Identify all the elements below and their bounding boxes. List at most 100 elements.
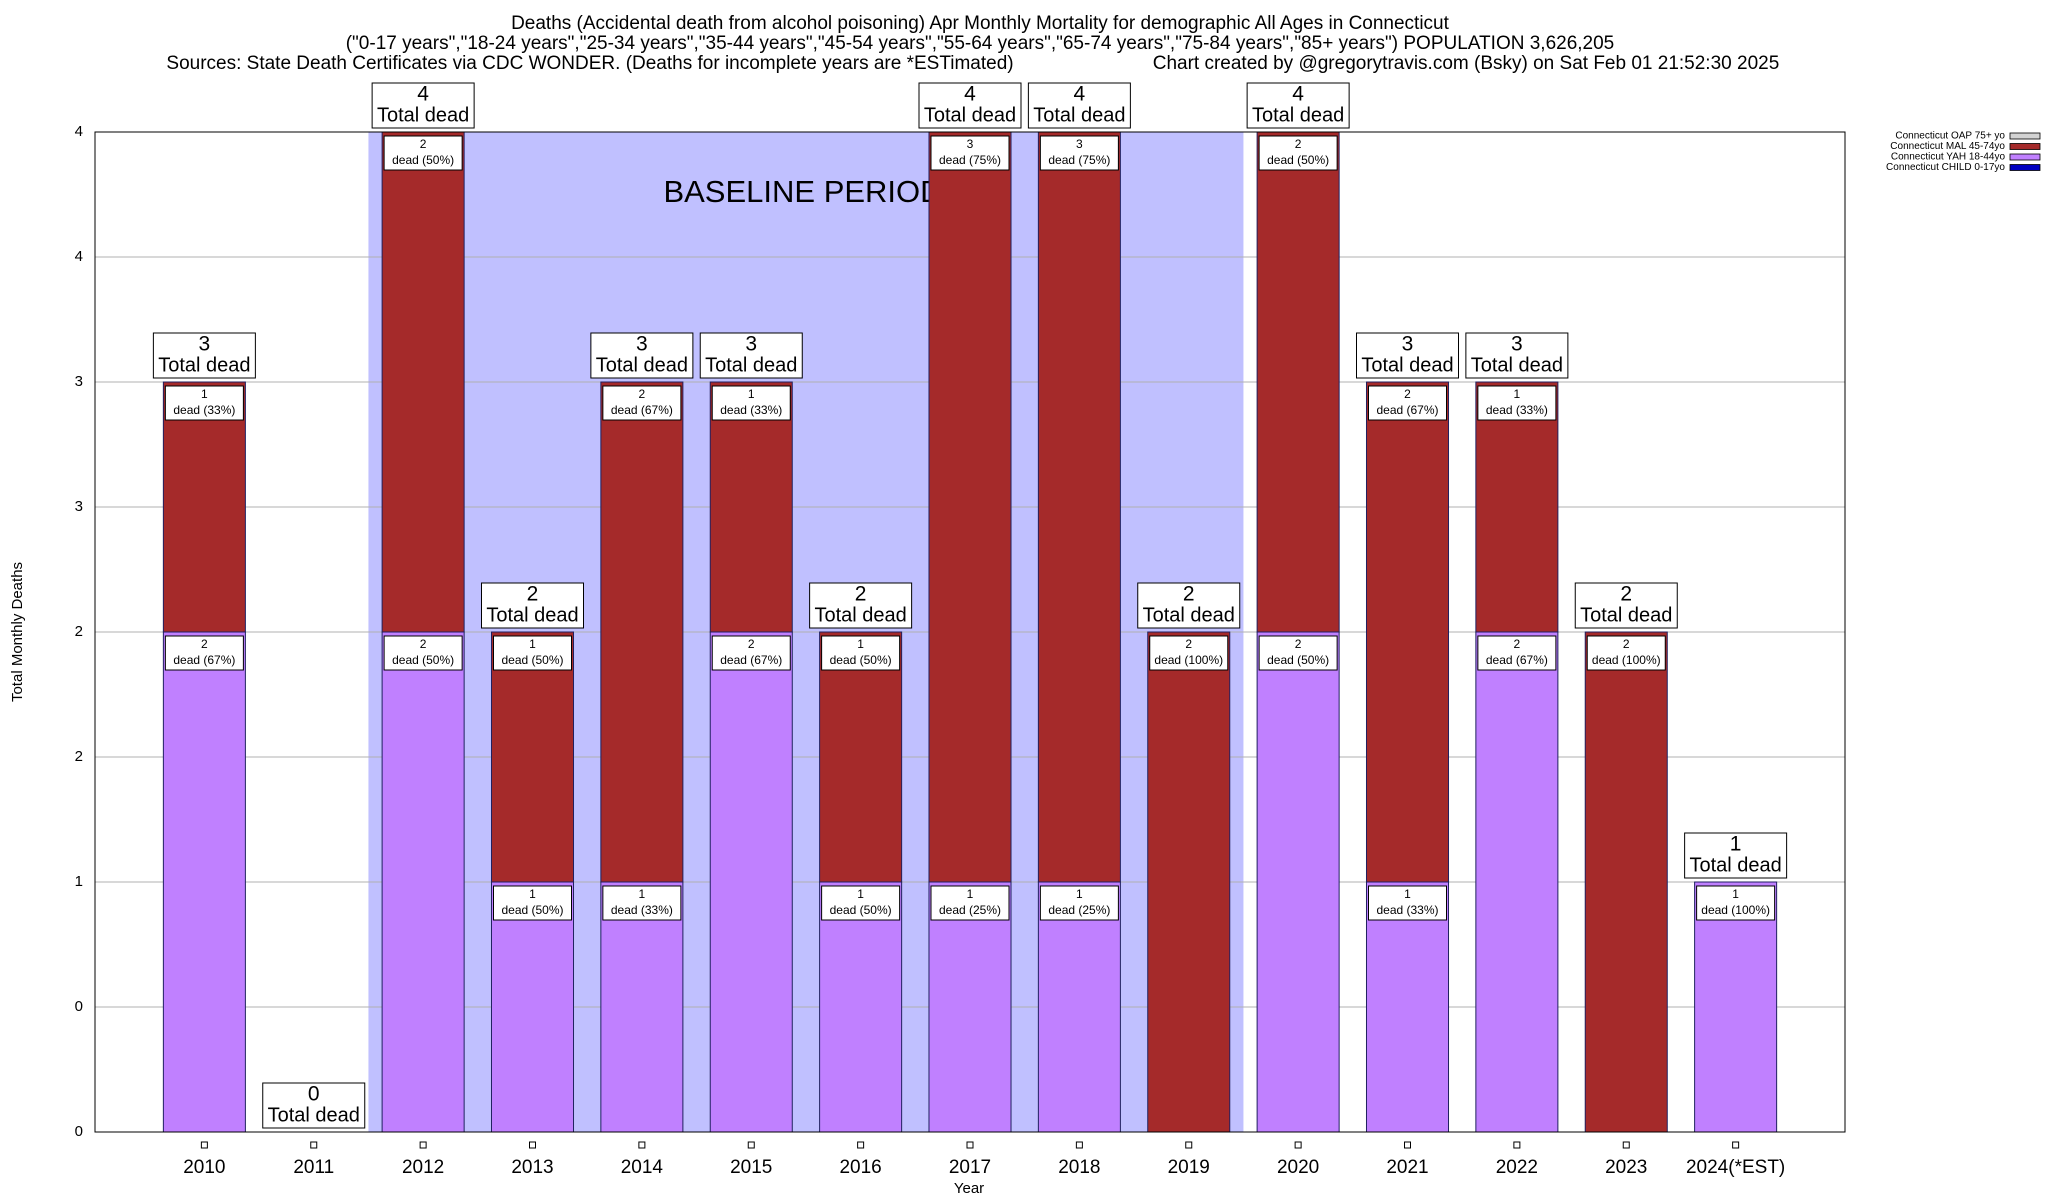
segment-label-box <box>1258 135 1338 171</box>
segment-label: dead (67%) <box>720 653 782 667</box>
bar-segment <box>1694 881 1778 1133</box>
total-value: 2 <box>527 583 539 606</box>
x-tick-marker <box>200 1141 208 1149</box>
x-tick-label: 2020 <box>1277 1157 1319 1178</box>
total-box <box>1684 832 1788 879</box>
segment-label-box <box>164 385 244 421</box>
total-value: 1 <box>1730 833 1742 856</box>
segment-value: 2 <box>639 387 646 401</box>
x-tick-marker <box>1075 1141 1083 1149</box>
total-value: 2 <box>1620 583 1632 606</box>
segment-label-box <box>930 885 1010 921</box>
x-tick-label: 2024(*EST) <box>1686 1157 1785 1178</box>
total-label: Total dead <box>158 354 250 376</box>
segment-label: dead (50%) <box>392 153 454 167</box>
segment-label-box <box>1039 885 1119 921</box>
x-tick-label: 2019 <box>1168 1157 1210 1178</box>
segment-value: 2 <box>1295 137 1302 151</box>
legend-swatch <box>2009 164 2041 171</box>
segment-label-box <box>1039 135 1119 171</box>
total-label: Total dead <box>486 604 578 626</box>
total-label: Total dead <box>1689 854 1781 876</box>
segment-label: dead (50%) <box>1267 653 1329 667</box>
x-tick-label: 2014 <box>621 1157 664 1178</box>
segment-label: dead (50%) <box>830 903 892 917</box>
total-label: Total dead <box>814 604 906 626</box>
segment-label: dead (33%) <box>1376 903 1438 917</box>
x-tick-label: 2012 <box>402 1157 444 1178</box>
segment-label-box <box>1696 885 1776 921</box>
total-label: Total dead <box>1143 604 1235 626</box>
segment-label: dead (100%) <box>1154 653 1223 667</box>
total-value: 3 <box>199 333 211 356</box>
y-tick-label: 2 <box>75 623 83 640</box>
total-box <box>152 332 256 379</box>
bar-segment <box>1037 131 1121 883</box>
segment-value: 1 <box>1514 387 1521 401</box>
y-tick-label: 1 <box>75 873 83 890</box>
segment-label: dead (33%) <box>720 403 782 417</box>
x-tick-marker <box>1513 1141 1521 1149</box>
total-box <box>481 582 584 629</box>
segment-value: 2 <box>1404 387 1411 401</box>
segment-label-box <box>1149 635 1229 671</box>
segment-label: dead (50%) <box>501 653 563 667</box>
segment-label-box <box>164 635 244 671</box>
x-axis-label: Year <box>954 1180 984 1197</box>
baseline-label: BASELINE PERIOD <box>663 174 942 209</box>
plot-frame <box>94 131 1846 1133</box>
x-tick-label: 2023 <box>1605 1157 1647 1178</box>
total-box <box>918 82 1022 129</box>
segment-label: dead (33%) <box>611 903 673 917</box>
segment-label: dead (33%) <box>1486 403 1548 417</box>
segment-label: dead (75%) <box>1048 153 1110 167</box>
segment-value: 3 <box>967 137 974 151</box>
x-tick-marker <box>1404 1141 1411 1149</box>
bar-segment <box>381 631 465 1133</box>
segment-label-box <box>602 885 682 921</box>
bar-segment <box>928 131 1012 883</box>
bar-segment <box>600 381 684 883</box>
total-label: Total dead <box>1580 604 1672 626</box>
segment-label-box <box>821 635 901 671</box>
segment-label-box <box>493 635 572 671</box>
segment-value: 1 <box>857 637 864 651</box>
x-tick-marker <box>1732 1141 1740 1149</box>
bar-segment <box>928 881 1012 1133</box>
segment-label: dead (50%) <box>830 653 892 667</box>
total-value: 4 <box>1074 83 1086 106</box>
segment-label-box <box>383 635 463 671</box>
bar-segment <box>1365 881 1450 1133</box>
x-tick-marker <box>966 1141 974 1149</box>
total-label: Total dead <box>705 354 797 376</box>
total-box <box>699 332 803 379</box>
x-tick-label: 2021 <box>1386 1157 1428 1178</box>
total-box <box>1027 82 1131 129</box>
total-box <box>1356 332 1459 379</box>
x-tick-marker <box>638 1141 646 1149</box>
x-tick-label: 2011 <box>293 1157 334 1178</box>
segment-value: 3 <box>1076 137 1083 151</box>
total-value: 3 <box>636 333 648 356</box>
y-tick-label: 2 <box>75 748 83 765</box>
segment-value: 1 <box>201 387 208 401</box>
bar-segment <box>600 881 684 1133</box>
total-box <box>262 1082 366 1129</box>
bar-segment <box>819 631 903 883</box>
segment-label-box <box>1477 385 1557 421</box>
bar-segment <box>1147 631 1231 1133</box>
bar-segment <box>162 381 246 633</box>
y-tick-label: 3 <box>75 373 83 390</box>
legend-label: Connecticut CHILD 0-17yo <box>1886 162 2005 173</box>
bar-segment <box>709 631 793 1133</box>
segment-value: 2 <box>748 637 755 651</box>
x-tick-marker <box>310 1141 318 1149</box>
chart-credit: Chart created by @gregorytravis.com (Bsk… <box>1153 53 1780 74</box>
bar-segment <box>1037 881 1121 1133</box>
total-label: Total dead <box>596 354 688 376</box>
total-value: 4 <box>417 83 429 106</box>
segment-label: dead (25%) <box>1048 903 1110 917</box>
segment-label-box <box>1368 885 1447 921</box>
x-tick-label: 2013 <box>511 1157 553 1178</box>
segment-value: 2 <box>1185 637 1192 651</box>
